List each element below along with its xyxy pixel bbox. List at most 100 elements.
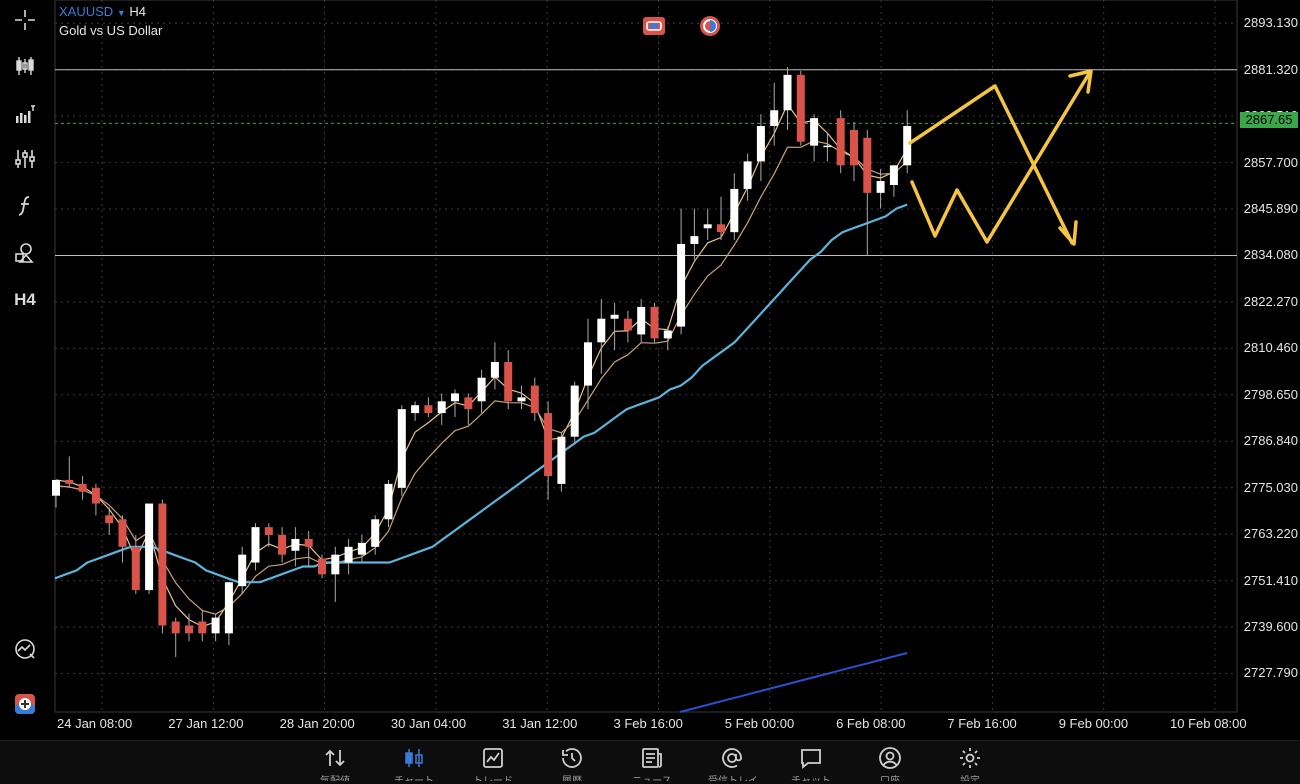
symbol-timeframe: H4 (129, 4, 146, 19)
bottom-tab-bar: 気配値 チャート トレード 履歴 ニュース 受信トレイ チャット 口座 (0, 740, 1300, 784)
time-tick-label: 30 Jan 04:00 (391, 716, 466, 731)
candle-bull (611, 315, 619, 319)
crosshair-icon[interactable] (7, 2, 43, 38)
history-icon (560, 746, 584, 770)
candle-bull (145, 504, 153, 591)
tab-trade-label: トレード (469, 772, 517, 781)
trade-icon[interactable] (7, 686, 43, 722)
candle-bull (358, 543, 366, 555)
tab-settings-label: 設定 (946, 772, 994, 781)
candle-bear (132, 547, 140, 590)
candle-bull (757, 126, 765, 161)
candle-bear (797, 75, 805, 142)
candle-bull (877, 181, 885, 193)
time-tick-label: 28 Jan 20:00 (280, 716, 355, 731)
candle-bull (491, 362, 499, 378)
candle-bull (810, 118, 818, 146)
tab-mail-label: 受信トレイ (708, 772, 756, 781)
one-click-trading-icon[interactable] (642, 15, 666, 37)
price-tick-label: 2786.840 (1244, 433, 1298, 448)
candle-bear (278, 535, 286, 555)
candle-bull (823, 146, 831, 148)
price-tick-label: 2857.700 (1244, 155, 1298, 170)
candle-bull (637, 307, 645, 335)
arrow-path-down (910, 86, 1072, 243)
candle-bull (704, 224, 712, 228)
candle-bull (730, 189, 738, 232)
tab-mail[interactable]: 受信トレイ (708, 746, 756, 784)
candle-bull (238, 555, 246, 586)
candle-bull (371, 519, 379, 547)
ma-long-line (680, 653, 907, 712)
price-tick-label: 2881.320 (1244, 62, 1298, 77)
price-chart[interactable] (0, 0, 1300, 740)
candle-bull (677, 244, 685, 327)
candle-bull (385, 484, 393, 519)
settings-icon (958, 746, 982, 770)
ma-fast-line (56, 104, 907, 626)
price-tick-label: 2834.080 (1244, 247, 1298, 262)
price-tick-label: 2751.410 (1244, 573, 1298, 588)
timeframe-label[interactable]: H4 (7, 282, 43, 318)
candle-bear (863, 138, 871, 193)
candle-bear (119, 519, 127, 547)
price-tick-label: 2775.030 (1244, 480, 1298, 495)
symbol-description: Gold vs US Dollar (59, 22, 162, 39)
tab-history[interactable]: 履歴 (548, 746, 596, 784)
candle-bull (212, 618, 220, 634)
candle-bear (504, 362, 512, 401)
quick-analysis-icon[interactable] (7, 631, 43, 667)
left-toolbar: H4 (0, 0, 50, 740)
candle-bull (744, 161, 752, 189)
candle-bull (478, 378, 486, 402)
candle-bear (79, 484, 87, 492)
candle-bull (252, 527, 260, 562)
trade-icon (481, 746, 505, 770)
dropdown-triangle-icon[interactable]: ▼ (117, 8, 126, 18)
function-icon[interactable] (7, 188, 43, 224)
candle-bull (411, 405, 419, 413)
signal-indicator-icon[interactable] (698, 15, 722, 37)
objects-icon[interactable] (7, 235, 43, 271)
candle-chart-icon[interactable] (7, 48, 43, 84)
mail-icon (720, 746, 744, 770)
candles (52, 67, 911, 657)
tab-settings[interactable]: 設定 (946, 746, 994, 784)
tab-news[interactable]: ニュース (628, 746, 676, 784)
symbol-line[interactable]: XAUUSD ▼ H4 (59, 3, 162, 22)
candle-bull (225, 582, 233, 633)
tab-chart-label: チャート (390, 772, 438, 781)
candle-bear (65, 480, 73, 484)
tab-chat[interactable]: チャット (787, 746, 835, 784)
quotes-icon (323, 746, 347, 770)
time-tick-label: 24 Jan 08:00 (57, 716, 132, 731)
volume-bars-icon[interactable] (7, 96, 43, 132)
account-icon (878, 746, 902, 770)
tab-trade[interactable]: トレード (469, 746, 517, 784)
tab-chat-label: チャット (787, 772, 835, 781)
candle-bull (291, 539, 299, 551)
candle-bull (584, 342, 592, 385)
candle-bear (837, 118, 845, 165)
time-tick-label: 5 Feb 00:00 (725, 716, 794, 731)
tab-account[interactable]: 口座 (866, 746, 914, 784)
candle-bull (571, 386, 579, 437)
symbol-name[interactable]: XAUUSD (59, 4, 113, 19)
tab-quotes[interactable]: 気配値 (311, 746, 359, 784)
price-tick-label: 2739.600 (1244, 619, 1298, 634)
candle-bull (398, 409, 406, 488)
tab-chart[interactable]: チャート (390, 746, 438, 784)
news-icon (640, 746, 664, 770)
candle-bear (531, 386, 539, 414)
indicators-icon[interactable] (7, 141, 43, 177)
candle-bull (784, 75, 792, 110)
price-tick-label: 2727.790 (1244, 665, 1298, 680)
candle-bear (624, 319, 632, 331)
symbol-header[interactable]: XAUUSD ▼ H4 Gold vs US Dollar (59, 3, 162, 39)
time-tick-label: 9 Feb 00:00 (1059, 716, 1128, 731)
chat-icon (799, 746, 823, 770)
candle-bear (92, 488, 100, 504)
candle-bull (770, 110, 778, 126)
candle-bull (557, 437, 565, 484)
